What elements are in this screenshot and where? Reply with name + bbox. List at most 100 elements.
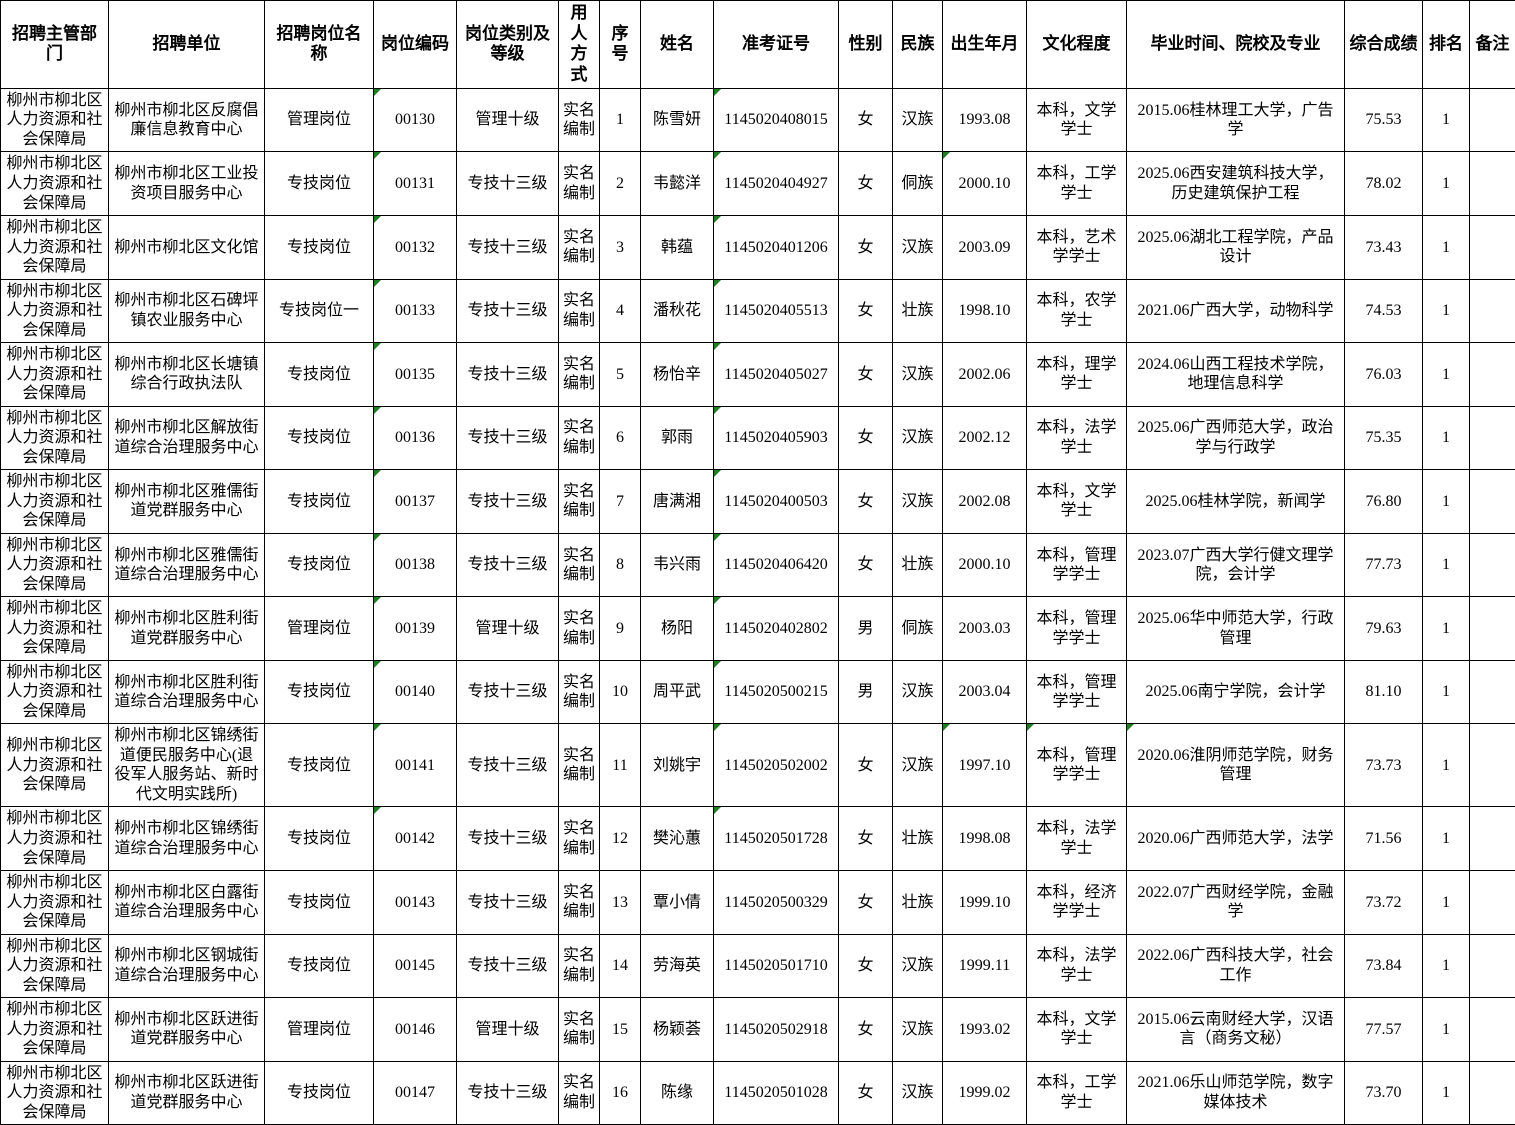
cell-ethnicity: 侗族 <box>893 152 943 216</box>
cell-education: 本科，农学学士 <box>1027 279 1127 343</box>
column-header-remark: 备注 <box>1470 1 1515 89</box>
cell-code: 00130 <box>374 88 457 152</box>
cell-dept: 柳州市柳北区人力资源和社会保障局 <box>1 871 109 935</box>
cell-birth: 1999.11 <box>943 934 1027 998</box>
cell-unit: 柳州市柳北区工业投资项目服务中心 <box>109 152 265 216</box>
cell-dept: 柳州市柳北区人力资源和社会保障局 <box>1 724 109 807</box>
cell-exam_no: 1145020500215 <box>714 660 839 724</box>
cell-rank: 1 <box>1423 934 1470 998</box>
cell-education: 本科，管理学学士 <box>1027 597 1127 661</box>
cell-gender: 女 <box>839 152 893 216</box>
cell-unit: 柳州市柳北区钢城街道综合治理服务中心 <box>109 934 265 998</box>
cell-no: 4 <box>600 279 641 343</box>
cell-education: 本科，管理学学士 <box>1027 660 1127 724</box>
cell-rank: 1 <box>1423 470 1470 534</box>
cell-method: 实名编制 <box>559 597 600 661</box>
cell-dept: 柳州市柳北区人力资源和社会保障局 <box>1 216 109 280</box>
cell-score: 76.03 <box>1345 343 1423 407</box>
cell-education: 本科，经济学学士 <box>1027 871 1127 935</box>
cell-unit: 柳州市柳北区长塘镇综合行政执法队 <box>109 343 265 407</box>
cell-remark <box>1470 871 1515 935</box>
cell-unit: 柳州市柳北区石碑坪镇农业服务中心 <box>109 279 265 343</box>
cell-flag-triangle-icon <box>714 343 721 350</box>
cell-exam_no: 1145020502002 <box>714 724 839 807</box>
cell-rank: 1 <box>1423 343 1470 407</box>
cell-name: 杨阳 <box>641 597 714 661</box>
cell-method: 实名编制 <box>559 533 600 597</box>
cell-flag-triangle-icon <box>374 597 381 604</box>
cell-graduation: 2025.06西安建筑科技大学，历史建筑保护工程 <box>1127 152 1345 216</box>
cell-flag-triangle-icon <box>374 216 381 223</box>
cell-education: 本科，工学学士 <box>1027 1061 1127 1125</box>
cell-dept: 柳州市柳北区人力资源和社会保障局 <box>1 406 109 470</box>
cell-score: 76.80 <box>1345 470 1423 534</box>
cell-birth: 2000.10 <box>943 533 1027 597</box>
cell-score: 73.72 <box>1345 871 1423 935</box>
cell-gender: 女 <box>839 934 893 998</box>
cell-education: 本科，管理学学士 <box>1027 533 1127 597</box>
cell-rank: 1 <box>1423 152 1470 216</box>
cell-category: 专技十三级 <box>457 470 559 534</box>
cell-flag-triangle-icon <box>943 152 950 159</box>
cell-graduation: 2023.07广西大学行健文理学院，会计学 <box>1127 533 1345 597</box>
cell-exam_no: 1145020501710 <box>714 934 839 998</box>
cell-graduation: 2021.06广西大学，动物科学 <box>1127 279 1345 343</box>
cell-name: 韦懿洋 <box>641 152 714 216</box>
cell-remark <box>1470 1061 1515 1125</box>
cell-code: 00138 <box>374 533 457 597</box>
cell-category: 专技十三级 <box>457 216 559 280</box>
cell-no: 7 <box>600 470 641 534</box>
cell-rank: 1 <box>1423 533 1470 597</box>
cell-exam_no: 1145020405903 <box>714 406 839 470</box>
cell-education: 本科，法学学士 <box>1027 807 1127 871</box>
cell-score: 74.53 <box>1345 279 1423 343</box>
cell-unit: 柳州市柳北区文化馆 <box>109 216 265 280</box>
cell-no: 9 <box>600 597 641 661</box>
cell-score: 81.10 <box>1345 660 1423 724</box>
cell-name: 唐满湘 <box>641 470 714 534</box>
cell-gender: 女 <box>839 724 893 807</box>
cell-exam_no: 1145020500329 <box>714 871 839 935</box>
cell-unit: 柳州市柳北区胜利街道党群服务中心 <box>109 597 265 661</box>
cell-flag-triangle-icon <box>714 534 721 541</box>
cell-no: 10 <box>600 660 641 724</box>
cell-method: 实名编制 <box>559 343 600 407</box>
cell-position: 专技岗位 <box>265 660 374 724</box>
cell-no: 15 <box>600 998 641 1062</box>
cell-method: 实名编制 <box>559 871 600 935</box>
cell-method: 实名编制 <box>559 470 600 534</box>
cell-remark <box>1470 807 1515 871</box>
cell-category: 管理十级 <box>457 597 559 661</box>
cell-no: 16 <box>600 1061 641 1125</box>
cell-position: 专技岗位 <box>265 470 374 534</box>
cell-flag-triangle-icon <box>374 280 381 287</box>
cell-code: 00136 <box>374 406 457 470</box>
cell-flag-triangle-icon <box>714 724 721 731</box>
column-header-code: 岗位编码 <box>374 1 457 89</box>
cell-ethnicity: 壮族 <box>893 533 943 597</box>
cell-position: 专技岗位 <box>265 152 374 216</box>
cell-birth: 2002.12 <box>943 406 1027 470</box>
cell-method: 实名编制 <box>559 152 600 216</box>
cell-no: 6 <box>600 406 641 470</box>
cell-position: 专技岗位 <box>265 871 374 935</box>
cell-category: 专技十三级 <box>457 533 559 597</box>
cell-birth: 1999.10 <box>943 871 1027 935</box>
cell-code: 00145 <box>374 934 457 998</box>
cell-category: 专技十三级 <box>457 724 559 807</box>
cell-remark <box>1470 934 1515 998</box>
cell-position: 专技岗位 <box>265 406 374 470</box>
cell-rank: 1 <box>1423 998 1470 1062</box>
cell-exam_no: 1145020405513 <box>714 279 839 343</box>
cell-exam_no: 1145020404927 <box>714 152 839 216</box>
cell-birth: 2000.10 <box>943 152 1027 216</box>
cell-category: 专技十三级 <box>457 279 559 343</box>
column-header-score: 综合成绩 <box>1345 1 1423 89</box>
cell-no: 3 <box>600 216 641 280</box>
cell-category: 专技十三级 <box>457 660 559 724</box>
cell-category: 专技十三级 <box>457 807 559 871</box>
cell-ethnicity: 汉族 <box>893 1061 943 1125</box>
